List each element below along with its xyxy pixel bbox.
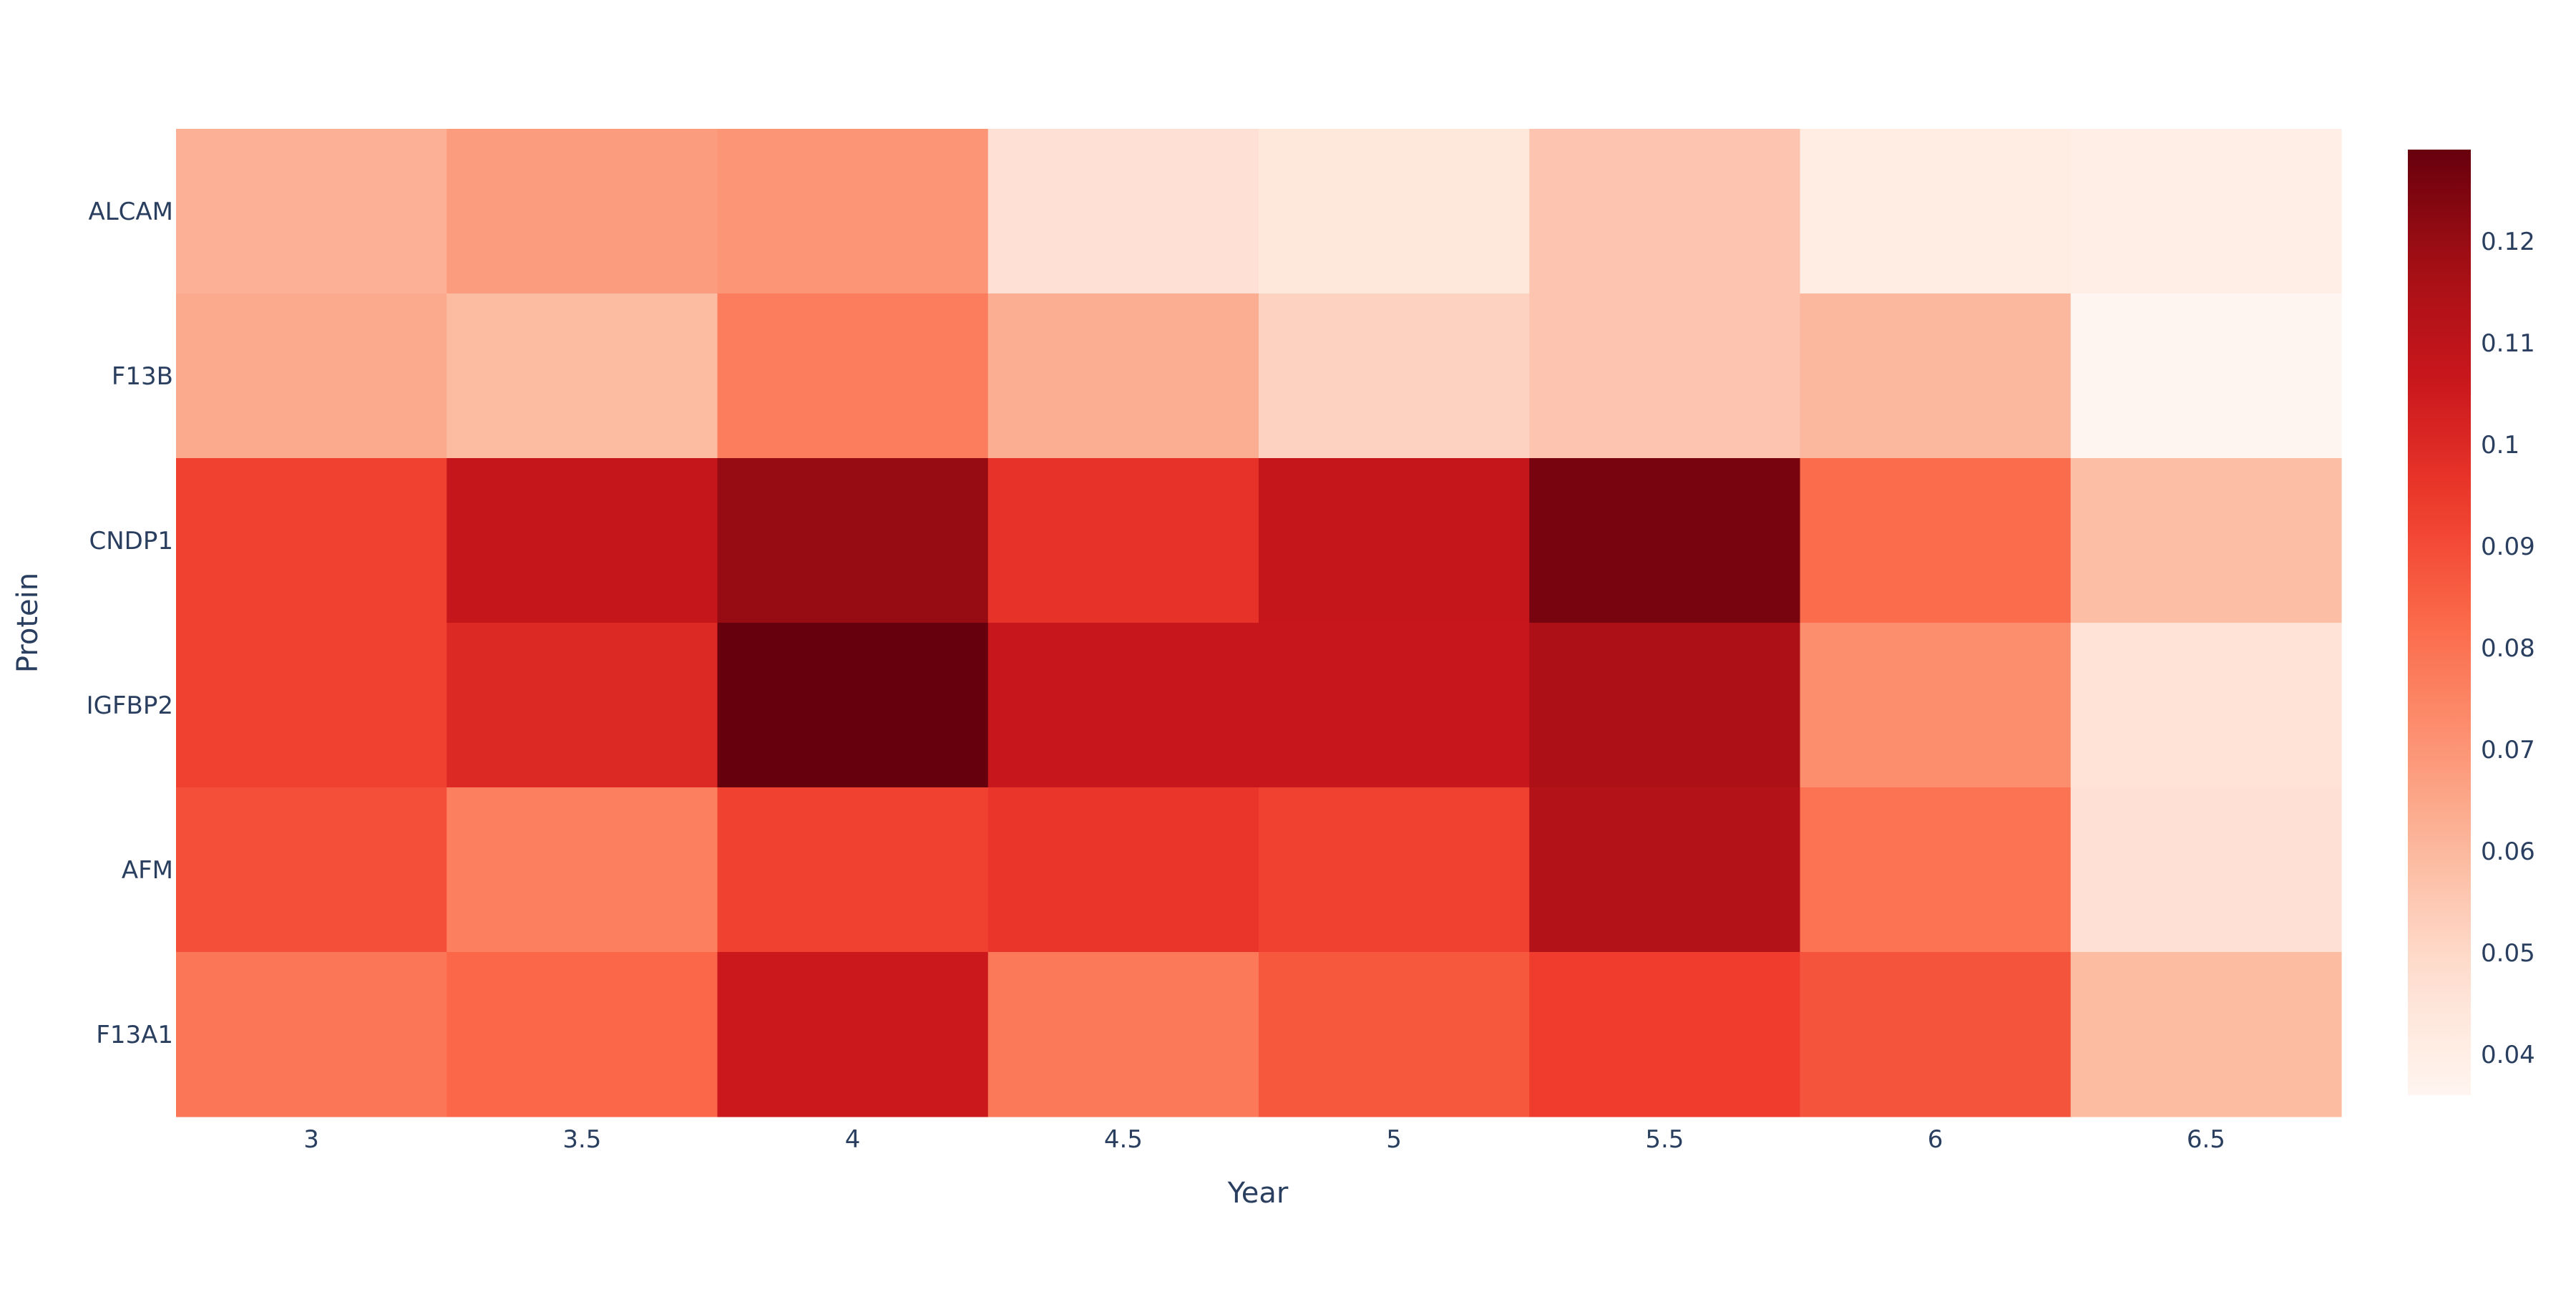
- heatmap-cell: [987, 787, 1259, 953]
- colorbar-tick-label: 0.06: [2481, 837, 2535, 866]
- heatmap-cell: [1529, 623, 1801, 788]
- y-tick-label: AFM: [122, 856, 173, 885]
- colorbar-tick-label: 0.12: [2481, 228, 2535, 256]
- heatmap-cell: [447, 952, 718, 1117]
- colorbar-ticks: 0.04 0.05 0.06 0.07 0.08 0.09 0.1 0.11 0.12: [2481, 228, 2535, 1069]
- x-tick-label: 3: [303, 1125, 319, 1154]
- y-tick-label: F13A1: [96, 1021, 173, 1049]
- heatmap-cell: [987, 129, 1259, 294]
- heatmap-cell: [447, 293, 718, 459]
- heatmap-cell: [987, 952, 1259, 1117]
- colorbar-tick-label: 0.1: [2481, 431, 2519, 460]
- heatmap-cell: [2070, 129, 2342, 294]
- y-tick-label: CNDP1: [89, 527, 174, 555]
- colorbar-tick-label: 0.05: [2481, 939, 2535, 968]
- x-axis-title: Year: [1227, 1177, 1289, 1210]
- y-tick-label: IGFBP2: [87, 691, 173, 720]
- heatmap-cell: [1259, 623, 1530, 788]
- heatmap-cell: [1259, 129, 1530, 294]
- x-tick-label: 3.5: [562, 1125, 601, 1154]
- x-tick-label: 4: [845, 1125, 861, 1154]
- x-tick-label: 5.5: [1645, 1125, 1684, 1154]
- heatmap-cell: [1529, 952, 1801, 1117]
- heatmap-cell: [987, 293, 1259, 459]
- heatmap-cell: [1259, 952, 1530, 1117]
- heatmap-cell: [717, 623, 989, 788]
- y-axis-title: Protein: [11, 573, 44, 673]
- heatmap-cell: [2070, 458, 2342, 623]
- x-tick-label: 5: [1386, 1125, 1402, 1154]
- heatmap-cell: [1529, 293, 1801, 459]
- heatmap-cell: [717, 129, 989, 294]
- heatmap-cell: [717, 458, 989, 623]
- heatmap-cell: [176, 952, 447, 1117]
- heatmap-cell: [717, 293, 989, 459]
- heatmap-cell: [2070, 787, 2342, 953]
- y-axis-ticks: ALCAM F13B CNDP1 IGFBP2 AFM F13A1: [87, 198, 173, 1049]
- heatmap-cell: [987, 458, 1259, 623]
- heatmap-cell: [1800, 129, 2072, 294]
- y-tick-label: F13B: [112, 362, 173, 391]
- heatmap-cell: [447, 458, 718, 623]
- heatmap-cell: [176, 787, 447, 953]
- heatmap-cell: [1529, 787, 1801, 953]
- heatmap-cell: [1259, 458, 1530, 623]
- heatmap-cell: [447, 129, 718, 294]
- colorbar-tick-label: 0.08: [2481, 634, 2535, 663]
- heatmap-cell: [1529, 458, 1801, 623]
- heatmap-cell: [176, 623, 447, 788]
- heatmap-cell: [176, 458, 447, 623]
- heatmap-cell: [1800, 458, 2072, 623]
- x-tick-label: 4.5: [1104, 1125, 1143, 1154]
- heatmap-cell: [717, 952, 989, 1117]
- x-axis-ticks: 3 3.5 4 4.5 5 5.5 6 6.5: [303, 1125, 2225, 1154]
- heatmap-cells: [176, 129, 2342, 1117]
- y-tick-label: ALCAM: [88, 198, 173, 226]
- heatmap-cell: [1259, 293, 1530, 459]
- heatmap-cell: [2070, 952, 2342, 1117]
- heatmap-cell: [176, 293, 447, 459]
- heatmap-cell: [1529, 129, 1801, 294]
- colorbar: [2408, 150, 2471, 1095]
- heatmap-cell: [2070, 293, 2342, 459]
- x-tick-label: 6.5: [2187, 1125, 2225, 1154]
- heatmap-cell: [717, 787, 989, 953]
- heatmap-cell: [2070, 623, 2342, 788]
- heatmap-cell: [447, 623, 718, 788]
- heatmap-cell: [1800, 787, 2072, 953]
- heatmap-cell: [1800, 623, 2072, 788]
- heatmap-cell: [1800, 952, 2072, 1117]
- heatmap-cell: [176, 129, 447, 294]
- colorbar-tick-label: 0.04: [2481, 1041, 2535, 1069]
- heatmap-cell: [1800, 293, 2072, 459]
- heatmap-cell: [987, 623, 1259, 788]
- colorbar-tick-label: 0.09: [2481, 533, 2535, 561]
- colorbar-tick-label: 0.11: [2481, 329, 2535, 358]
- x-tick-label: 6: [1928, 1125, 1943, 1154]
- heatmap-cell: [447, 787, 718, 953]
- colorbar-tick-label: 0.07: [2481, 736, 2535, 764]
- heatmap-cell: [1259, 787, 1530, 953]
